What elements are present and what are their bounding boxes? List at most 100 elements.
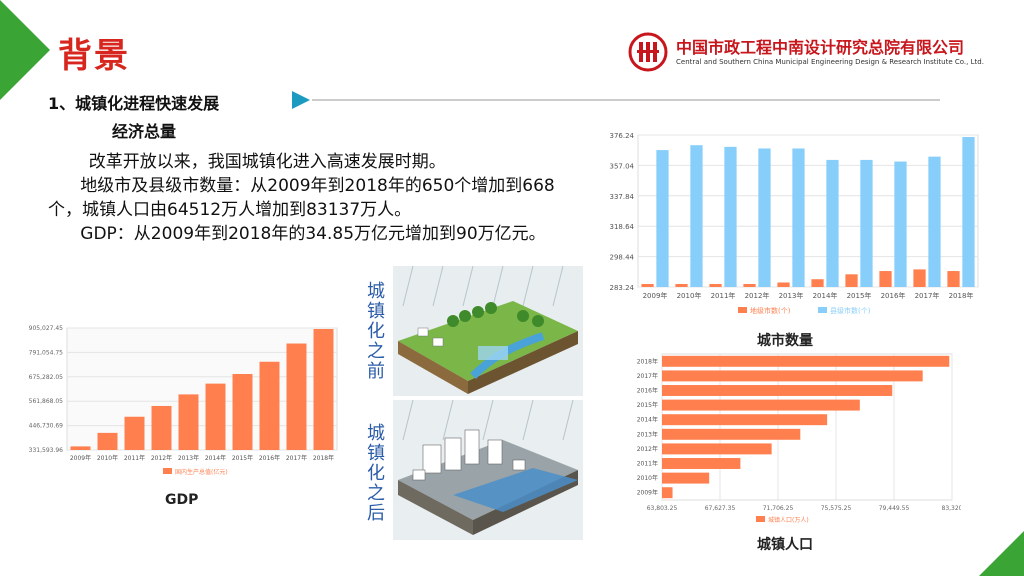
x-tick-label: 71,706.25 (763, 505, 794, 512)
y-tick-label: 2013年 (637, 430, 658, 438)
x-tick-label: 2017年 (915, 291, 940, 300)
gdp-bar (97, 432, 118, 450)
prefecture-city-bar (879, 271, 892, 287)
gdp-bar (313, 329, 334, 450)
section-divider (292, 91, 940, 109)
gdp-caption: GDP (165, 492, 199, 508)
legend-label: 城镇人口(万人) (768, 516, 809, 524)
x-tick-label: 2018年 (949, 291, 974, 300)
org-name-cn: 中国市政工程中南设计研究总院有限公司 (676, 38, 965, 57)
county-city-bar (792, 148, 805, 287)
prefecture-city-bar (947, 271, 960, 287)
gdp-bar (124, 416, 145, 450)
legend-label: 地级市数(个) (750, 306, 791, 315)
bottom-right-triangle-decoration (979, 531, 1024, 576)
y-tick-label: 2016年 (637, 387, 658, 395)
legend-label: 国内生产总值(亿元) (175, 468, 228, 476)
paragraph-1: 改革开放以来，我国城镇化进入高速发展时期。 (88, 152, 446, 172)
x-tick-label: 83,320 (942, 505, 962, 512)
cities-caption: 城市数量 (757, 333, 813, 349)
population-bar (662, 428, 801, 440)
legend-swatch (738, 307, 747, 313)
gdp-bar (70, 446, 91, 450)
gdp-bar (259, 361, 280, 450)
y-tick-label: 357.04 (610, 162, 635, 170)
legend-label: 县级市数(个) (830, 306, 871, 315)
x-tick-label: 2009年 (643, 291, 668, 300)
legend-swatch (163, 468, 172, 474)
y-tick-label: 2012年 (637, 445, 658, 453)
x-tick-label: 2015年 (232, 454, 253, 462)
population-caption: 城镇人口 (757, 537, 813, 553)
county-city-bar (928, 156, 941, 287)
x-tick-label: 2009年 (70, 454, 91, 462)
x-tick-label: 2013年 (178, 454, 199, 462)
gdp-bar-chart: 331,593.96 446,730.69 561,868.05 675,282.05… (25, 322, 345, 482)
org-name-en: Central and Southern China Municipal Eng… (676, 58, 984, 66)
y-tick-label: 2015年 (637, 401, 658, 409)
x-tick-label: 2014年 (813, 291, 838, 300)
y-tick-label: 283.24 (610, 284, 635, 292)
population-bar (662, 385, 893, 396)
prefecture-city-bar (777, 282, 790, 287)
paragraph-2: 地级市及县级市数量：从2009年到2018年的650个增加到668个，城镇人口由… (48, 176, 555, 220)
gdp-bar (232, 373, 253, 450)
population-bar (662, 472, 710, 484)
y-tick-label: 2017年 (637, 372, 658, 380)
prefecture-city-bar (675, 284, 688, 287)
y-tick-label: 2010年 (637, 474, 658, 482)
gdp-bar (178, 394, 199, 450)
county-city-bar (758, 148, 771, 287)
y-tick-label: 561,868.05 (29, 398, 64, 405)
y-tick-label: 298.44 (610, 254, 635, 262)
prefecture-city-bar (811, 279, 824, 287)
after-label: 城镇化之后 (366, 424, 386, 524)
y-tick-label: 337.84 (610, 193, 635, 201)
prefecture-city-bar (743, 284, 756, 287)
paragraph-3: GDP：从2009年到2018年的34.85万亿元增加到90万亿元。 (80, 224, 546, 244)
x-tick-label: 2015年 (847, 291, 872, 300)
population-bar (662, 399, 860, 411)
x-tick-label: 2010年 (677, 291, 702, 300)
corner-triangle-decoration (0, 0, 50, 100)
gdp-bar (205, 383, 226, 450)
county-city-bar (860, 159, 873, 287)
x-tick-label: 79,449.55 (879, 505, 910, 512)
x-tick-label: 2014年 (205, 454, 226, 462)
population-bar (662, 414, 828, 426)
prefecture-city-bar (913, 269, 926, 287)
legend-swatch (818, 307, 827, 313)
y-tick-label: 791,054.75 (29, 349, 64, 356)
x-tick-label: 2016年 (259, 454, 280, 462)
x-tick-label: 2011年 (124, 454, 145, 462)
population-bar (662, 458, 741, 469)
y-tick-label: 2014年 (637, 416, 658, 424)
gdp-bar (151, 405, 172, 450)
population-bar (662, 443, 772, 455)
prefecture-city-bar (845, 274, 858, 287)
page-title: 背景 (58, 36, 130, 76)
x-tick-label: 2017年 (286, 454, 307, 462)
x-tick-label: 63,803.25 (647, 505, 678, 512)
county-city-bar (826, 159, 839, 287)
x-tick-label: 75,575.25 (821, 505, 852, 512)
y-tick-label: 2009年 (637, 489, 658, 497)
after-label-text: 城镇化之后 (367, 423, 385, 524)
x-tick-label: 2016年 (881, 291, 906, 300)
population-bar (662, 355, 950, 367)
y-tick-label: 376.24 (610, 132, 635, 140)
cities-bar-chart: 283.24 298.44 318.64 337.84 357.04 376.24 2009… (598, 127, 983, 322)
y-tick-label: 2011年 (637, 460, 658, 468)
x-tick-label: 2010年 (97, 454, 118, 462)
company-logo-icon (628, 32, 668, 72)
prefecture-city-bar (709, 284, 722, 287)
x-tick-label: 2018年 (313, 454, 334, 462)
population-bar (662, 487, 673, 499)
section-subheading: 经济总量 (112, 122, 177, 141)
before-label: 城镇化之前 (366, 282, 386, 382)
section-heading: 1、城镇化进程快速发展 (48, 94, 220, 113)
population-bar (662, 370, 923, 382)
plot-area (637, 134, 979, 288)
county-city-bar (690, 145, 703, 287)
x-tick-label: 2012年 (745, 291, 770, 300)
